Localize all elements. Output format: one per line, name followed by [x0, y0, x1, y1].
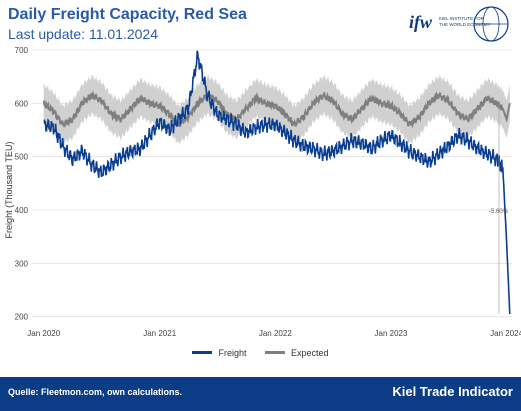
- chart-subtitle: Last update: 11.01.2024: [8, 26, 158, 42]
- series-lines: [42, 50, 511, 315]
- change-annotation: -5.60%: [489, 209, 509, 215]
- kiel-institute-logo: ifw KIEL INSTITUTE FOR THE WORLD ECONOMY: [409, 6, 509, 42]
- legend-item-freight: Freight: [192, 348, 246, 358]
- legend-label-expected: Expected: [291, 347, 329, 358]
- brand-label: Kiel Trade Indicator: [392, 384, 513, 399]
- chart-title: Daily Freight Capacity, Red Sea: [8, 6, 247, 23]
- x-tick-4: Jan 2024: [490, 329, 521, 338]
- x-tick-2: Jan 2022: [259, 329, 292, 338]
- y-axis-label: Freight (Thousand TEU): [4, 142, 14, 239]
- x-tick-labels: Jan 2020 Jan 2021 Jan 2022 Jan 2023 Jan 2024: [27, 329, 521, 338]
- footer-bar: Quelle: Fleetmon.com, own calculations. …: [0, 377, 521, 411]
- source-note: Quelle: Fleetmon.com, own calculations.: [8, 387, 183, 397]
- y-tick-200: 200: [15, 313, 29, 322]
- x-tick-3: Jan 2023: [375, 329, 408, 338]
- logo-mark: ifw: [409, 12, 433, 32]
- y-tick-600: 600: [15, 99, 29, 108]
- y-tick-labels: 200 300 400 500 600 700: [15, 46, 29, 322]
- legend-swatch-freight: [192, 351, 213, 354]
- legend-label-freight: Freight: [218, 347, 247, 358]
- legend: Freight Expected: [0, 346, 521, 358]
- y-tick-700: 700: [15, 46, 29, 55]
- legend-swatch-expected: [265, 351, 285, 354]
- y-tick-300: 300: [15, 259, 29, 268]
- logo-text-2: THE WORLD ECONOMY: [439, 22, 491, 27]
- y-tick-400: 400: [15, 206, 29, 215]
- x-tick-0: Jan 2020: [27, 329, 60, 338]
- y-tick-500: 500: [15, 153, 29, 162]
- freight-line: [43, 50, 511, 315]
- legend-item-expected: Expected: [265, 348, 329, 358]
- expected-line: [42, 90, 511, 129]
- logo-text-1: KIEL INSTITUTE FOR: [439, 16, 485, 21]
- x-tick-1: Jan 2021: [143, 329, 176, 338]
